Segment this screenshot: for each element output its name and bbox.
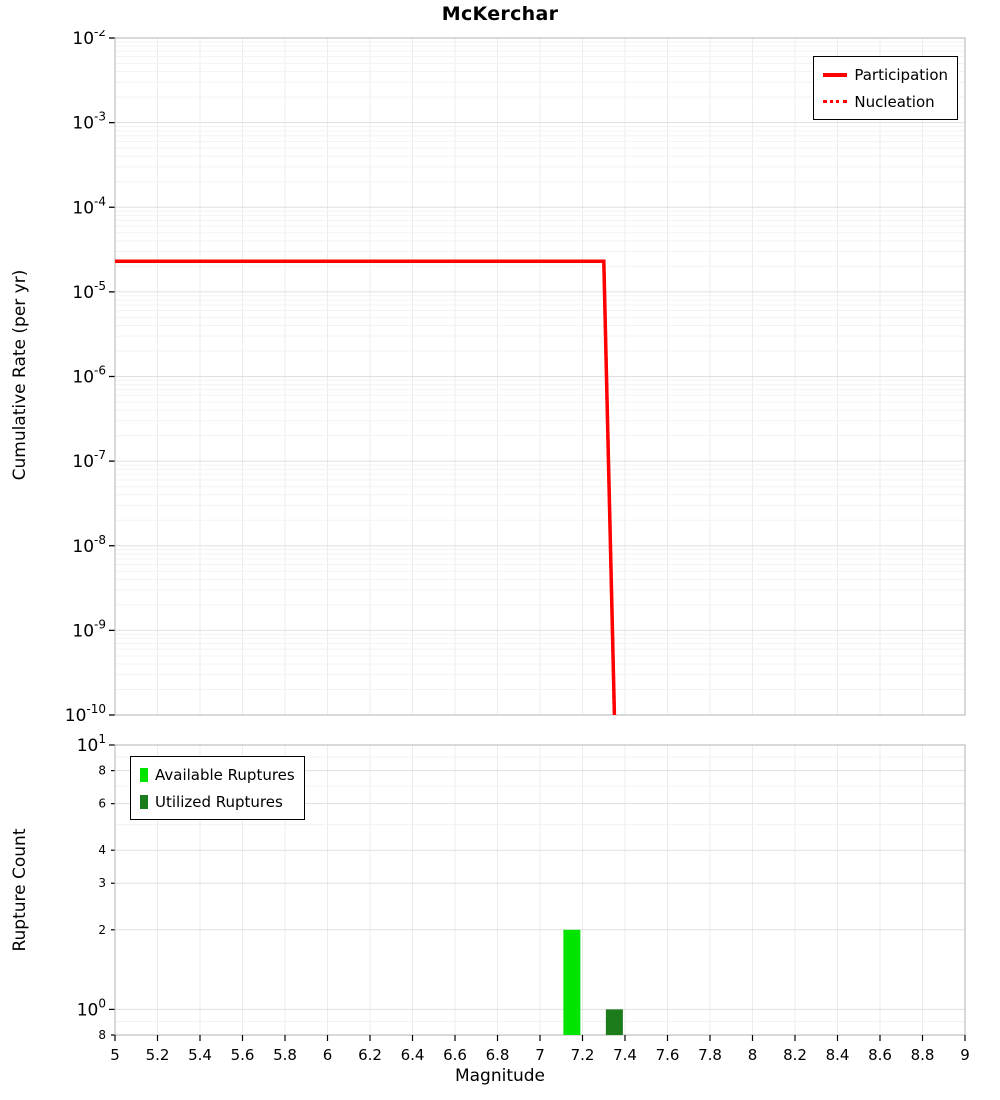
svg-text:8: 8 — [98, 764, 106, 778]
svg-text:9: 9 — [960, 1046, 970, 1064]
utilized-ruptures-swatch-icon — [140, 794, 148, 809]
rupture-legend: Available Ruptures Utilized Ruptures — [130, 756, 305, 820]
chart-title: McKerchar — [441, 3, 559, 25]
svg-text:8: 8 — [98, 1028, 106, 1042]
svg-text:5.6: 5.6 — [231, 1046, 255, 1064]
legend-label: Available Ruptures — [155, 765, 295, 784]
svg-text:5: 5 — [110, 1046, 120, 1064]
svg-text:10-3: 10-3 — [72, 110, 106, 134]
svg-text:8: 8 — [748, 1046, 758, 1064]
svg-text:7: 7 — [535, 1046, 545, 1064]
svg-text:6.6: 6.6 — [443, 1046, 467, 1064]
svg-text:10-9: 10-9 — [72, 617, 106, 641]
cumulative-rate-plot: 10-2 10-3 10-4 10-5 10-6 10-7 10-8 10-9 10-10 — [65, 30, 966, 726]
svg-text:7.4: 7.4 — [613, 1046, 637, 1064]
legend-label: Nucleation — [854, 92, 935, 111]
participation-line-icon — [823, 72, 848, 77]
svg-text:10-2: 10-2 — [72, 30, 106, 49]
svg-text:8.2: 8.2 — [783, 1046, 807, 1064]
svg-text:2: 2 — [98, 923, 106, 937]
svg-text:7.2: 7.2 — [571, 1046, 595, 1064]
svg-text:6: 6 — [98, 797, 106, 811]
svg-text:6.4: 6.4 — [401, 1046, 425, 1064]
svg-text:5.4: 5.4 — [188, 1046, 212, 1064]
x-axis-label: Magnitude — [454, 1066, 546, 1086]
legend-label: Utilized Ruptures — [155, 792, 283, 811]
svg-text:7.8: 7.8 — [698, 1046, 722, 1064]
svg-text:101: 101 — [77, 732, 106, 756]
legend-item-available: Available Ruptures — [140, 761, 295, 788]
legend-item-nucleation: Nucleation — [823, 88, 948, 115]
svg-text:10-10: 10-10 — [65, 702, 106, 726]
nucleation-line-icon — [823, 100, 848, 103]
svg-text:10-6: 10-6 — [72, 364, 106, 388]
svg-text:8.8: 8.8 — [911, 1046, 935, 1064]
legend-label: Participation — [854, 65, 948, 84]
svg-text:10-5: 10-5 — [72, 279, 106, 303]
svg-text:100: 100 — [77, 996, 106, 1020]
svg-text:5.2: 5.2 — [146, 1046, 170, 1064]
svg-text:5.8: 5.8 — [273, 1046, 297, 1064]
svg-text:6: 6 — [323, 1046, 333, 1064]
svg-text:7.6: 7.6 — [656, 1046, 680, 1064]
rate-legend: Participation Nucleation — [813, 56, 958, 120]
svg-text:8.6: 8.6 — [868, 1046, 892, 1064]
available-ruptures-swatch-icon — [140, 767, 148, 782]
legend-item-participation: Participation — [823, 61, 948, 88]
svg-text:6.8: 6.8 — [486, 1046, 510, 1064]
svg-text:4: 4 — [98, 843, 106, 857]
svg-text:8.4: 8.4 — [826, 1046, 850, 1064]
legend-item-utilized: Utilized Ruptures — [140, 788, 295, 815]
svg-text:3: 3 — [98, 876, 106, 890]
svg-text:6.2: 6.2 — [358, 1046, 382, 1064]
svg-text:10-8: 10-8 — [72, 533, 106, 557]
svg-text:10-4: 10-4 — [72, 194, 106, 218]
svg-text:10-7: 10-7 — [72, 448, 106, 472]
